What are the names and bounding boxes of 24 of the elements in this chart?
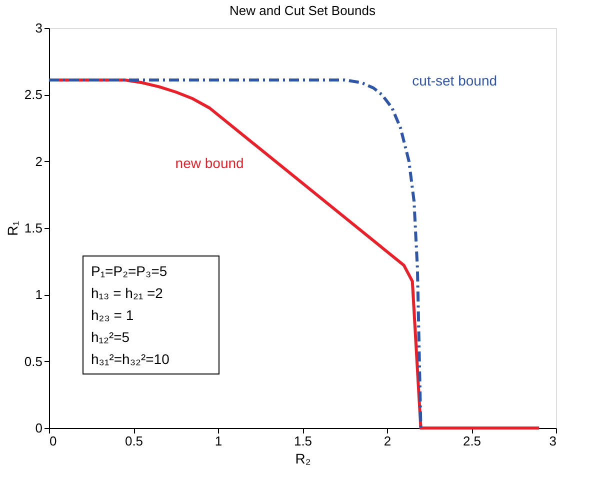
x-tick-label: 0.5 [124, 434, 144, 448]
chart-title: New and Cut Set Bounds [230, 3, 376, 18]
x-tick-label: 2 [384, 434, 392, 448]
y-tick-label: 2.5 [24, 87, 42, 102]
annotation: h₁₂²=5 [91, 329, 130, 345]
x-tick-label: 2.5 [462, 434, 482, 448]
annotation: h₃₁²=h₃₂²=10 [91, 351, 170, 367]
y-tick-label: 1.5 [24, 220, 42, 236]
y-tick-label: 2 [35, 154, 42, 169]
y-tick-label: 1 [35, 287, 42, 302]
annotation: h₂₃ = 1 [91, 307, 134, 323]
x-axis-title: R₂ [295, 450, 311, 466]
annotation: P₁=P₂=P₃=5 [91, 263, 168, 279]
x-tick-label: 1.5 [294, 434, 312, 448]
y-tick-label: 0.5 [24, 354, 42, 369]
x-tick-label: 1 [214, 434, 222, 448]
x-tick-label: 3 [549, 434, 556, 448]
series-label: new bound [175, 155, 244, 171]
annotation: h₁₃ = h₂₁ =2 [91, 285, 164, 301]
x-tick-label: 0 [50, 434, 57, 448]
y-tick-label: 0 [35, 420, 42, 436]
y-tick-label: 3 [35, 20, 42, 36]
series-label: cut-set bound [412, 72, 498, 88]
y-axis-title: R₁ [4, 220, 20, 236]
